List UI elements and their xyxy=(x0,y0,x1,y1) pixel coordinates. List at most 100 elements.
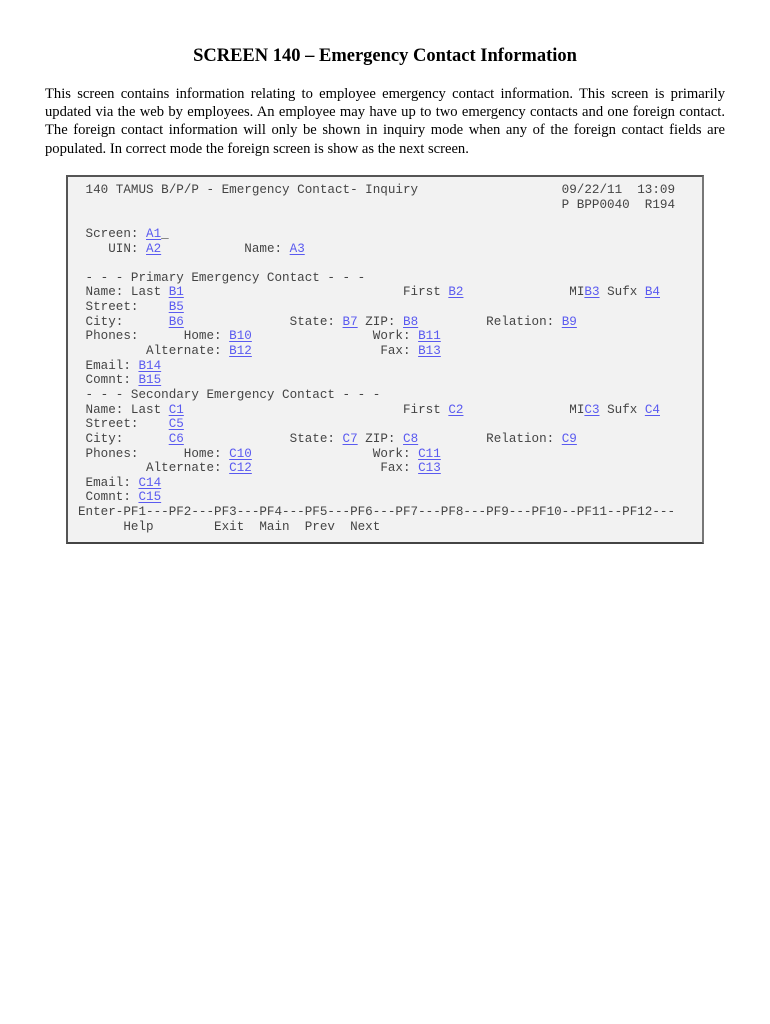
secondary-alternate-line: Alternate: C12 Fax: C13 xyxy=(78,461,675,476)
field-b14[interactable]: B14 xyxy=(138,358,162,373)
screen-line: Screen: A1_ xyxy=(78,227,675,242)
secondary-street-line: Street: C5 xyxy=(78,417,675,432)
blank-line xyxy=(78,256,675,271)
label-text: UIN: xyxy=(78,241,147,256)
label-text: First xyxy=(183,285,449,300)
field-c6[interactable]: C6 xyxy=(168,431,184,446)
pf-keys-line: Enter-PF1---PF2---PF3---PF4---PF5---PF6-… xyxy=(78,505,675,520)
label-text: Relation: xyxy=(418,431,562,446)
label-text: 140 TAMUS B/P/P - Emergency Contact- Inq… xyxy=(78,183,676,197)
uin-name-line: UIN: A2 Name: A3 xyxy=(78,242,675,257)
label-text: Fax: xyxy=(251,461,419,476)
primary-street-line: Street: B5 xyxy=(78,300,675,315)
label-text: Sufx xyxy=(599,402,645,417)
field-b2[interactable]: B2 xyxy=(448,285,464,300)
field-c15[interactable]: C15 xyxy=(138,490,162,505)
label-text: - - - Primary Emergency Contact - - - xyxy=(78,270,366,285)
label-text: MI xyxy=(463,402,585,417)
label-text: Sufx xyxy=(599,285,645,300)
label-text: Email: xyxy=(78,475,139,490)
field-c4[interactable]: C4 xyxy=(644,402,660,417)
label-text: Comnt: xyxy=(78,490,139,505)
field-c9[interactable]: C9 xyxy=(561,431,577,446)
field-a1[interactable]: A1 xyxy=(146,226,162,241)
terminal-screen: 140 TAMUS B/P/P - Emergency Contact- Inq… xyxy=(66,175,704,544)
label-text: State: xyxy=(183,314,343,329)
primary-alternate-line: Alternate: B12 Fax: B13 xyxy=(78,344,675,359)
secondary-city-line: City: C6 State: C7 ZIP: C8 Relation: C9 xyxy=(78,432,675,447)
label-text: Alternate: xyxy=(78,344,230,359)
label-text: City: xyxy=(78,431,169,446)
secondary-name-line: Name: Last C1 First C2 MIC3 Sufx C4 xyxy=(78,403,675,418)
field-b1[interactable]: B1 xyxy=(168,285,184,300)
field-a3[interactable]: A3 xyxy=(289,241,305,256)
field-c10[interactable]: C10 xyxy=(229,446,252,461)
label-text: Help Exit Main Prev Next xyxy=(78,519,381,534)
field-c1[interactable]: C1 xyxy=(168,402,184,417)
label-text: City: xyxy=(78,314,169,329)
label-text: Relation: xyxy=(418,314,562,329)
label-text: Email: xyxy=(78,358,139,373)
label-text: P BPP0040 R194 xyxy=(78,197,676,212)
field-b10[interactable]: B10 xyxy=(229,329,252,344)
label-text: _ xyxy=(161,226,169,241)
primary-comment-line: Comnt: B15 xyxy=(78,373,675,388)
label-text: MI xyxy=(463,285,585,300)
label-text: Name: xyxy=(161,241,290,256)
field-c3[interactable]: C3 xyxy=(584,402,600,417)
header-line: 140 TAMUS B/P/P - Emergency Contact- Inq… xyxy=(78,183,676,198)
field-c14[interactable]: C14 xyxy=(138,475,162,490)
field-c11[interactable]: C11 xyxy=(418,446,441,461)
label-text: Work: xyxy=(251,446,419,461)
primary-email-line: Email: B14 xyxy=(78,359,675,374)
label-text: ZIP: xyxy=(357,431,404,446)
label-text: Name: Last xyxy=(78,285,169,300)
primary-city-line: City: B6 State: B7 ZIP: B8 Relation: B9 xyxy=(78,315,675,330)
label-text: Phones: Home: xyxy=(78,329,230,344)
field-b15[interactable]: B15 xyxy=(138,373,162,388)
label-text: Name: Last xyxy=(78,402,169,417)
field-b4[interactable]: B4 xyxy=(644,285,660,300)
field-b6[interactable]: B6 xyxy=(168,314,184,329)
label-text: Screen: xyxy=(78,226,147,241)
label-text: Street: xyxy=(78,417,169,432)
secondary-comment-line: Comnt: C15 xyxy=(78,490,675,505)
field-b9[interactable]: B9 xyxy=(561,314,577,329)
field-c5[interactable]: C5 xyxy=(168,417,184,432)
field-c2[interactable]: C2 xyxy=(448,402,464,417)
pf-labels-line: Help Exit Main Prev Next xyxy=(78,520,675,535)
page-title: SCREEN 140 – Emergency Contact Informati… xyxy=(193,46,577,66)
secondary-email-line: Email: C14 xyxy=(78,476,675,491)
field-c13[interactable]: C13 xyxy=(418,461,441,476)
secondary-phones-line: Phones: Home: C10 Work: C11 xyxy=(78,447,675,462)
field-b3[interactable]: B3 xyxy=(584,285,600,300)
label-text: State: xyxy=(183,431,343,446)
field-a2[interactable]: A2 xyxy=(146,241,162,256)
blank-line xyxy=(78,212,675,227)
intro-paragraph: This screen contains information relatin… xyxy=(45,86,725,157)
field-b8[interactable]: B8 xyxy=(403,314,419,329)
terminal-text: 140 TAMUS B/P/P - Emergency Contact- Inq… xyxy=(78,183,675,534)
primary-name-line: Name: Last B1 First B2 MIB3 Sufx B4 xyxy=(78,285,675,300)
primary-header: - - - Primary Emergency Contact - - - xyxy=(78,271,675,286)
field-b11[interactable]: B11 xyxy=(418,329,441,344)
field-b13[interactable]: B13 xyxy=(418,344,441,359)
label-text: Alternate: xyxy=(78,461,230,476)
field-b12[interactable]: B12 xyxy=(229,344,252,359)
field-c8[interactable]: C8 xyxy=(403,431,419,446)
field-b7[interactable]: B7 xyxy=(342,314,358,329)
program-line: P BPP0040 R194 xyxy=(78,198,675,213)
label-text: Phones: Home: xyxy=(78,446,230,461)
field-c7[interactable]: C7 xyxy=(342,431,358,446)
field-c12[interactable]: C12 xyxy=(229,461,252,476)
label-text: - - - Secondary Emergency Contact - - - xyxy=(78,387,381,402)
label-text: ZIP: xyxy=(357,314,404,329)
primary-phones-line: Phones: Home: B10 Work: B11 xyxy=(78,329,675,344)
secondary-header: - - - Secondary Emergency Contact - - - xyxy=(78,388,675,403)
label-text: Enter-PF1---PF2---PF3---PF4---PF5---PF6-… xyxy=(78,505,676,520)
label-text: Street: xyxy=(78,300,169,315)
label-text: First xyxy=(183,402,449,417)
label-text: Work: xyxy=(251,329,419,344)
field-b5[interactable]: B5 xyxy=(168,300,184,315)
label-text: Fax: xyxy=(251,344,419,359)
